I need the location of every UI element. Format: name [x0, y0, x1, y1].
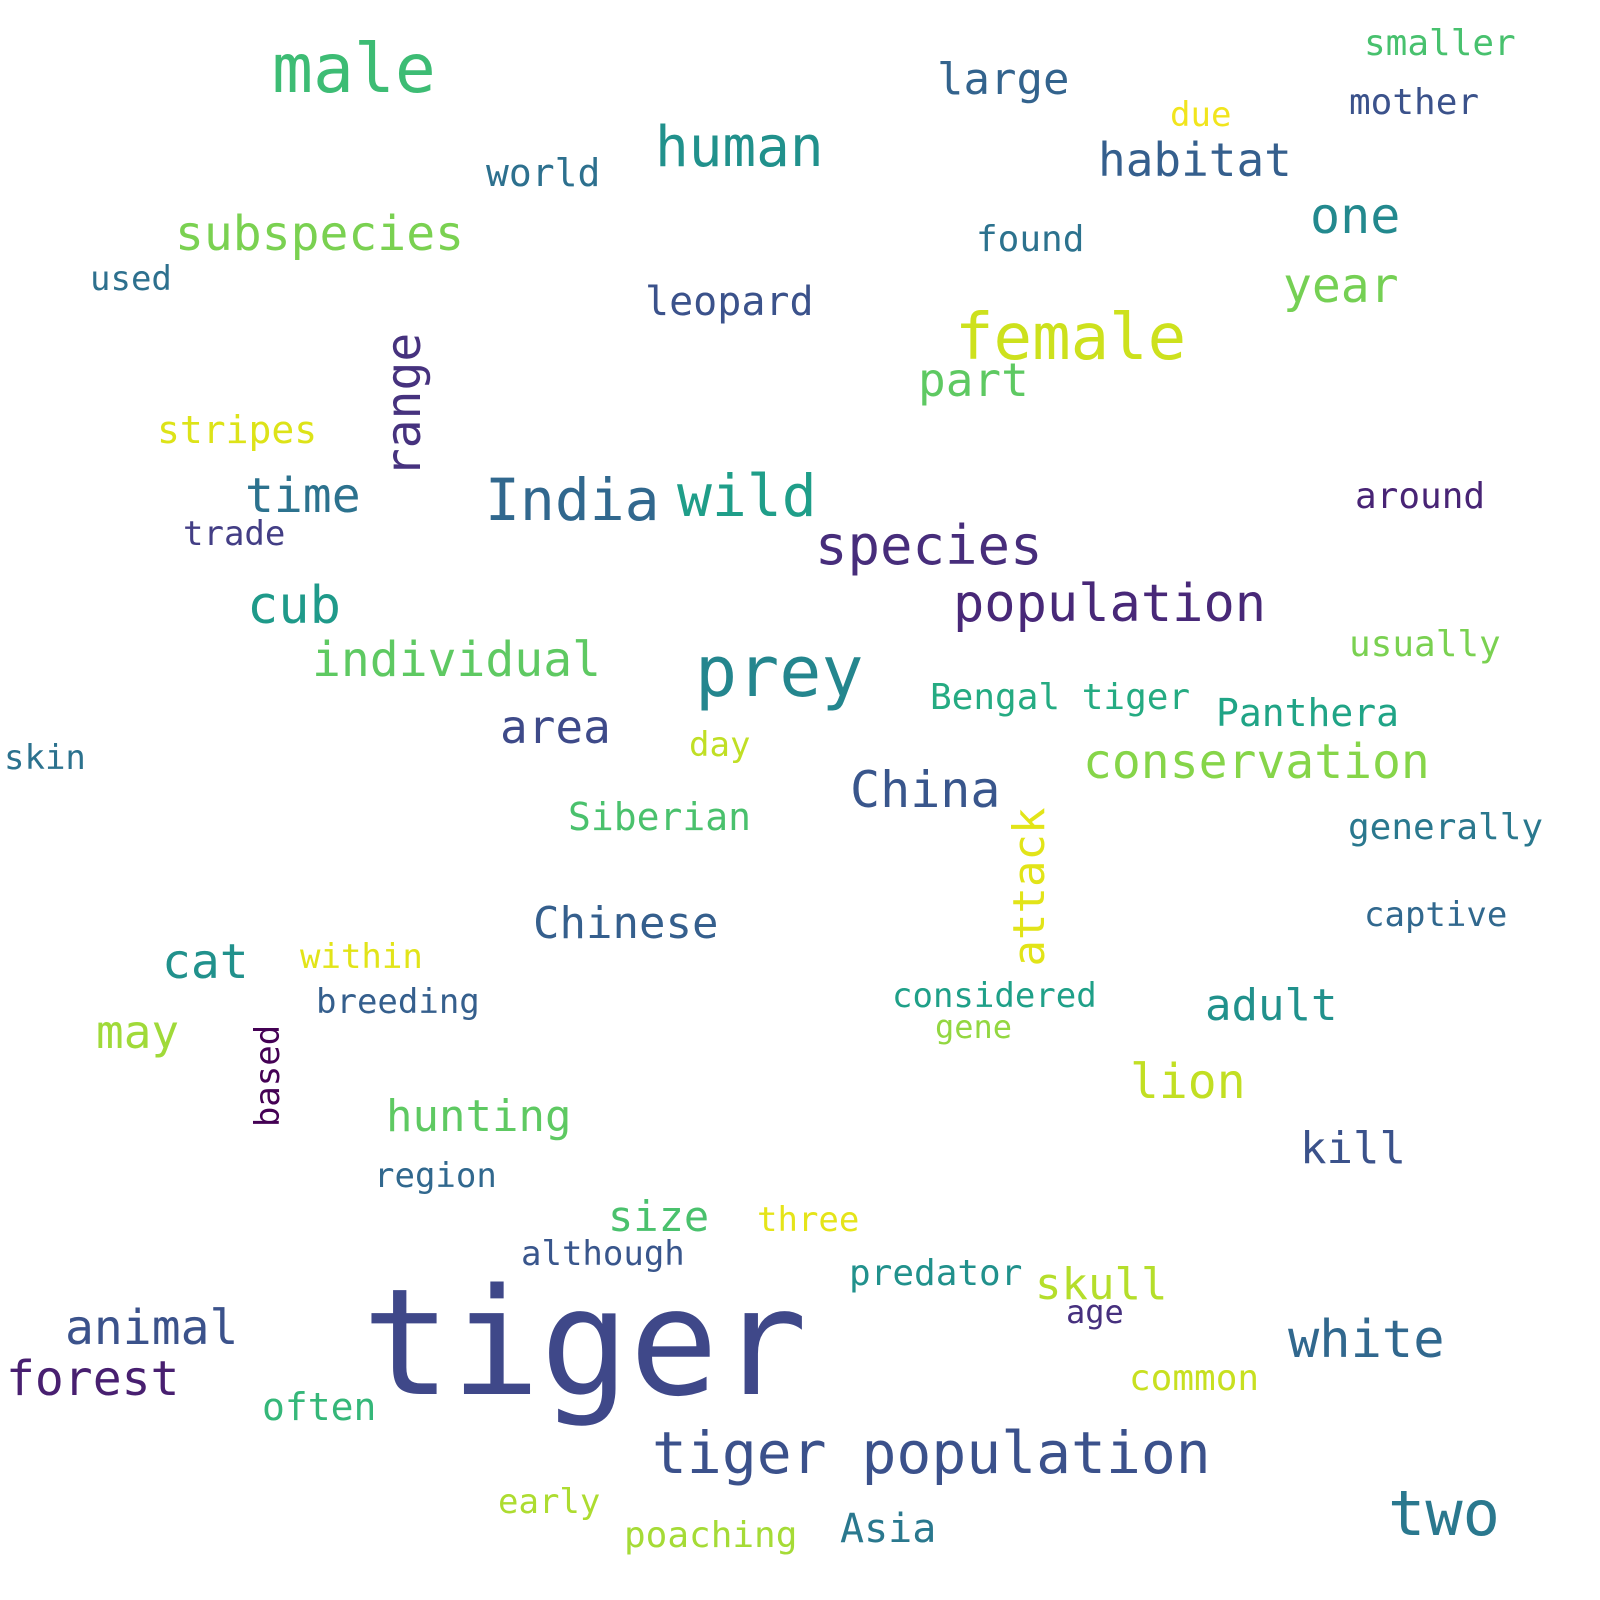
word-often: often	[262, 1385, 377, 1429]
word-tiger: tiger	[362, 1257, 808, 1429]
word-based: based	[248, 1024, 288, 1128]
word-around: around	[1355, 476, 1486, 517]
word-human: human	[655, 115, 824, 180]
word-usually: usually	[1349, 624, 1501, 665]
word-asia: Asia	[840, 1506, 937, 1552]
word-area: area	[500, 700, 611, 754]
word-population: population	[953, 574, 1267, 634]
word-although: although	[521, 1234, 685, 1274]
word-considered: considered	[892, 976, 1097, 1016]
word-animal: animal	[65, 1300, 239, 1356]
word-individual: individual	[312, 632, 601, 688]
word-due: due	[1170, 95, 1232, 135]
word-world: world	[486, 151, 601, 195]
word-bengal-tiger: Bengal tiger	[930, 677, 1191, 718]
word-range: range	[376, 332, 432, 478]
word-cat: cat	[162, 934, 249, 990]
word-adult: adult	[1205, 980, 1338, 1031]
word-siberian: Siberian	[568, 795, 752, 839]
word-skin: skin	[4, 738, 86, 778]
word-predator: predator	[849, 1253, 1023, 1294]
word-smaller: smaller	[1364, 23, 1516, 64]
word-one: one	[1310, 187, 1401, 245]
word-year: year	[1283, 258, 1399, 314]
word-poaching: poaching	[624, 1515, 798, 1556]
word-generally: generally	[1348, 807, 1544, 848]
word-age: age	[1066, 1293, 1124, 1331]
word-may: may	[96, 1005, 180, 1059]
word-chinese: Chinese	[533, 898, 719, 949]
word-size: size	[608, 1192, 710, 1241]
word-gene: gene	[935, 1008, 1013, 1046]
word-found: found	[976, 219, 1085, 260]
word-india: India	[485, 466, 660, 534]
word-part: part	[918, 353, 1029, 407]
word-conservation: conservation	[1083, 734, 1430, 790]
word-cub: cub	[247, 576, 341, 636]
word-used: used	[90, 259, 172, 299]
word-kill: kill	[1300, 1123, 1406, 1174]
word-region: region	[374, 1156, 497, 1196]
word-species: species	[815, 514, 1043, 577]
word-panthera: Panthera	[1216, 691, 1400, 735]
word-wild: wild	[677, 462, 817, 530]
word-skull: skull	[1035, 1259, 1168, 1310]
word-within: within	[300, 937, 423, 977]
word-subspecies: subspecies	[175, 206, 464, 262]
word-tiger-population: tiger population	[652, 1419, 1211, 1487]
word-leopard: leopard	[645, 279, 814, 325]
word-three: three	[757, 1200, 860, 1240]
word-trade: trade	[183, 514, 286, 554]
word-mother: mother	[1349, 82, 1480, 123]
word-captive: captive	[1364, 895, 1508, 935]
word-female: female	[955, 301, 1187, 375]
word-forest: forest	[6, 1351, 180, 1407]
word-white: white	[1288, 1310, 1445, 1370]
word-stripes: stripes	[157, 408, 318, 452]
word-time: time	[245, 468, 361, 524]
word-day: day	[689, 725, 751, 765]
word-two: two	[1388, 1477, 1500, 1550]
word-attack: attack	[1004, 807, 1055, 967]
word-prey: prey	[695, 631, 864, 713]
word-large: large	[937, 54, 1070, 105]
word-early: early	[498, 1482, 601, 1522]
word-common: common	[1129, 1358, 1260, 1399]
word-lion: lion	[1130, 1054, 1246, 1110]
word-breeding: breeding	[316, 982, 480, 1022]
word-habitat: habitat	[1098, 133, 1292, 187]
word-hunting: hunting	[386, 1091, 572, 1142]
word-male: male	[272, 30, 436, 109]
word-china: China	[850, 761, 1001, 819]
